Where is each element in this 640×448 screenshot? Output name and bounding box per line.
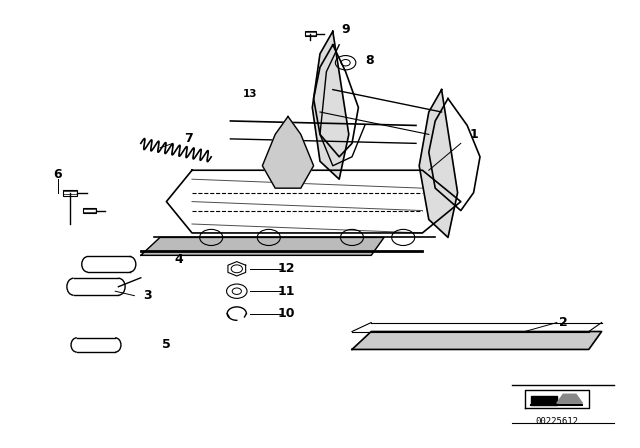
- Polygon shape: [557, 394, 582, 403]
- Text: 3: 3: [143, 289, 152, 302]
- Text: 13: 13: [243, 89, 257, 99]
- Polygon shape: [531, 396, 557, 405]
- Text: 1: 1: [469, 128, 478, 141]
- Text: 9: 9: [341, 22, 350, 36]
- Text: 6: 6: [53, 168, 62, 181]
- Text: 7: 7: [184, 132, 193, 146]
- Text: 8: 8: [365, 54, 374, 67]
- FancyBboxPatch shape: [63, 190, 77, 196]
- Polygon shape: [312, 31, 349, 179]
- Polygon shape: [141, 237, 384, 255]
- Polygon shape: [419, 90, 458, 237]
- Text: 11: 11: [278, 284, 296, 298]
- Polygon shape: [262, 116, 314, 188]
- Text: 10: 10: [278, 307, 296, 320]
- Text: 12: 12: [278, 262, 296, 276]
- Text: 00225612: 00225612: [535, 417, 579, 426]
- Polygon shape: [352, 332, 602, 349]
- Text: 2: 2: [559, 316, 568, 329]
- Text: 5: 5: [162, 338, 171, 352]
- FancyBboxPatch shape: [305, 31, 316, 36]
- FancyBboxPatch shape: [83, 208, 96, 213]
- Text: 4: 4: [175, 253, 184, 267]
